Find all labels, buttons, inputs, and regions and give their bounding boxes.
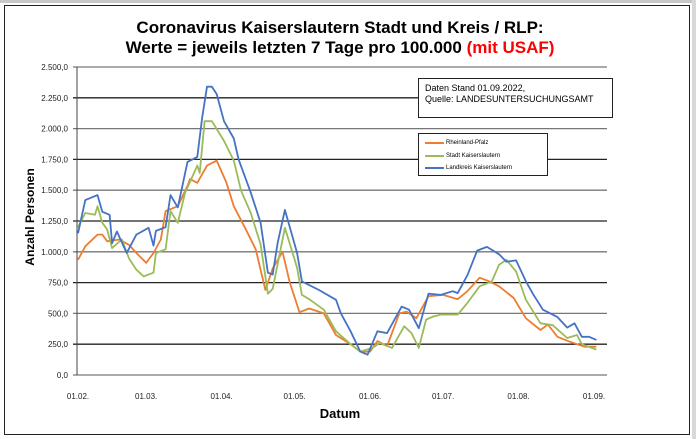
y-tick-label: 750,0 — [48, 279, 69, 288]
legend-swatch — [425, 154, 444, 157]
chart-title-line2: Werte = jeweils letzten 7 Tage pro 100.0… — [0, 38, 680, 58]
series-line-stadt — [77, 120, 597, 353]
y-tick-label: 250,0 — [48, 340, 69, 349]
x-tick-label: 01.04. — [210, 392, 232, 401]
legend: Rheinland-Pfalz Stadt Kaiserslautern Lan… — [418, 133, 548, 176]
legend-label: Landkreis Kaiserslautern — [446, 165, 513, 172]
x-tick-label: 01.05. — [284, 392, 306, 401]
y-tick-label: 1.000,0 — [41, 248, 68, 257]
window-top-bar — [0, 0, 696, 3]
legend-swatch — [425, 142, 444, 145]
x-tick-label: 01.08. — [507, 392, 529, 401]
chart-title-highlight: (mit USAF) — [466, 38, 555, 57]
y-tick-label: 2.250,0 — [41, 94, 68, 103]
chart-frame — [4, 5, 690, 435]
x-tick-label: 01.07. — [432, 392, 454, 401]
source-annotation: Daten Stand 01.09.2022, Quelle: LANDESUN… — [418, 78, 613, 118]
annotation-date: Daten Stand 01.09.2022, — [425, 83, 526, 93]
y-tick-label: 0,0 — [57, 371, 69, 380]
chart-title-main: Werte = jeweils letzten 7 Tage pro 100.0… — [125, 38, 462, 57]
x-tick-label: 01.02. — [67, 392, 89, 401]
legend-swatch — [425, 167, 444, 170]
window-scrollbar[interactable] — [692, 0, 696, 439]
legend-item-rlp: Rheinland-Pfalz — [419, 137, 547, 150]
y-tick-label: 2.000,0 — [41, 125, 68, 134]
series-line-landkreis — [77, 85, 597, 356]
legend-item-landkreis: Landkreis Kaiserslautern — [419, 162, 547, 175]
y-tick-label: 2.500,0 — [41, 63, 68, 72]
y-tick-label: 1.250,0 — [41, 217, 68, 226]
legend-label: Stadt Kaiserslautern — [446, 152, 501, 159]
x-tick-label: 01.03. — [135, 392, 157, 401]
annotation-source: Quelle: LANDESUNTERSUCHUNGSAMT — [425, 94, 594, 104]
x-axis-label: Datum — [319, 406, 361, 421]
x-tick-label: 01.09. — [583, 392, 605, 401]
y-tick-label: 1.500,0 — [41, 186, 68, 195]
chart-title-line1: Coronavirus Kaiserslautern Stadt und Kre… — [136, 18, 544, 37]
x-tick-label: 01.06. — [359, 392, 381, 401]
y-tick-label: 500,0 — [48, 309, 69, 318]
legend-item-stadt: Stadt Kaiserslautern — [419, 150, 547, 163]
y-axis-label: Anzahl Personen — [23, 168, 37, 266]
series-line-rlp — [77, 159, 597, 353]
y-tick-label: 1.750,0 — [41, 155, 68, 164]
legend-label: Rheinland-Pfalz — [446, 140, 489, 147]
